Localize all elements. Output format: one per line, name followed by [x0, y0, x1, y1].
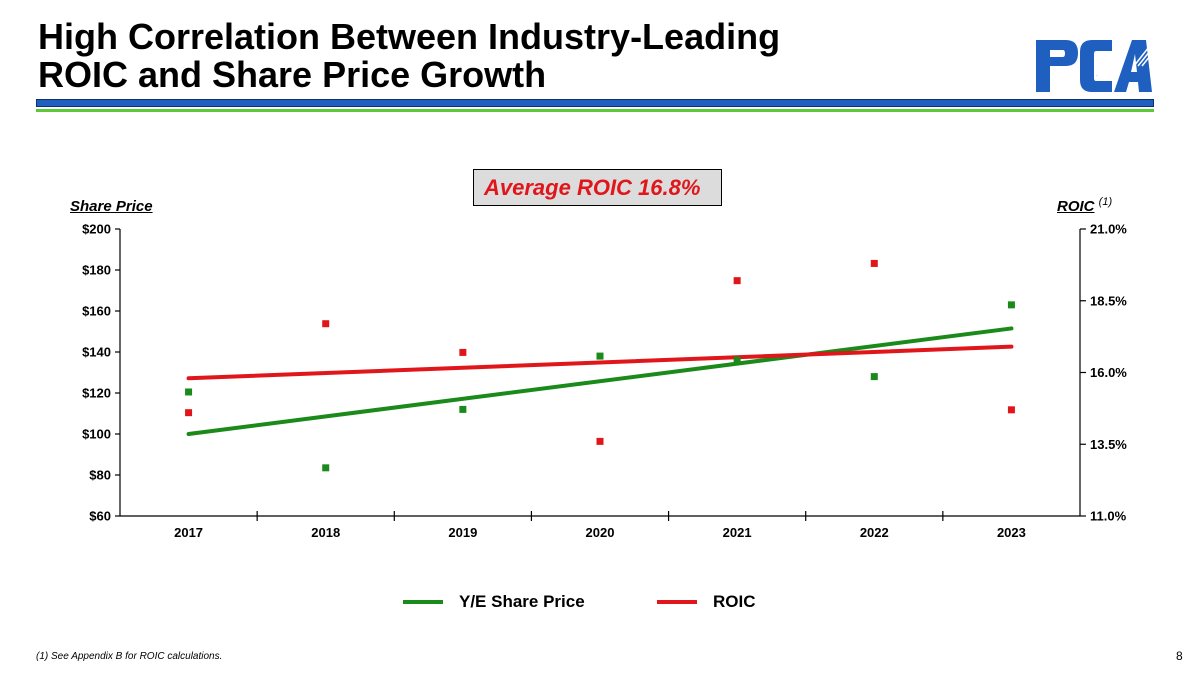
left-axis-tick-label: $200	[82, 222, 111, 237]
right-axis-footnote-marker: (1)	[1098, 196, 1113, 208]
left-axis-tick-label: $180	[82, 263, 111, 278]
data-point-share-price	[185, 388, 193, 396]
data-point-share-price	[459, 405, 467, 413]
x-axis-tick-label: 2018	[311, 525, 340, 540]
x-axis-tick-label: 2019	[448, 525, 477, 540]
right-axis-title-text: ROIC	[1057, 198, 1095, 215]
left-axis-tick-label: $160	[82, 304, 111, 319]
x-axis-tick-label: 2020	[586, 525, 615, 540]
trend-line-share-price	[186, 326, 1014, 436]
slide-title: High Correlation Between Industry-Leadin…	[38, 18, 780, 94]
legend-swatch-share-price	[403, 600, 443, 604]
left-axis-tick-label: $140	[82, 345, 111, 360]
data-point-share-price	[1007, 301, 1015, 309]
legend-label-roic: ROIC	[713, 592, 756, 611]
legend-item-roic: ROIC	[657, 592, 756, 612]
average-roic-callout: Average ROIC 16.8%	[473, 169, 722, 206]
data-point-share-price	[733, 356, 741, 364]
right-axis-tick-label: 11.0%	[1090, 509, 1127, 524]
data-point-roic	[870, 259, 878, 267]
page-number: 8	[1176, 649, 1183, 663]
x-axis-tick-label: 2017	[174, 525, 203, 540]
data-point-share-price	[322, 464, 330, 472]
right-axis-tick-label: 21.0%	[1090, 222, 1127, 237]
left-axis-tick-label: $80	[89, 468, 111, 483]
data-point-roic	[322, 320, 330, 328]
left-axis-tick-label: $120	[82, 386, 111, 401]
header-rule-blue	[36, 99, 1154, 107]
left-axis-tick-label: $60	[89, 509, 111, 524]
data-point-roic	[1007, 406, 1015, 414]
footnote: (1) See Appendix B for ROIC calculations…	[36, 651, 223, 662]
right-axis-title: ROIC (1)	[1057, 196, 1112, 215]
right-axis-tick-label: 16.0%	[1090, 365, 1127, 380]
points-layer	[185, 259, 1015, 472]
slide-title-line-1: High Correlation Between Industry-Leadin…	[38, 16, 781, 57]
pca-logo: PCA	[1034, 37, 1158, 94]
legend-label-share-price: Y/E Share Price	[459, 592, 585, 611]
x-axis-tick-label: 2023	[997, 525, 1026, 540]
data-point-share-price	[596, 352, 604, 360]
data-point-roic	[459, 348, 467, 356]
data-point-roic	[596, 437, 604, 445]
x-axis-tick-label: 2022	[860, 525, 889, 540]
left-axis-title: Share Price	[70, 198, 153, 215]
left-axis-tick-label: $100	[82, 427, 111, 442]
logo-text: PCA	[1096, 74, 1098, 77]
right-axis-tick-label: 18.5%	[1090, 293, 1127, 308]
trend-line-roic	[186, 344, 1014, 381]
legend-swatch-roic	[657, 600, 697, 604]
data-point-roic	[733, 277, 741, 285]
legend-item-share-price: Y/E Share Price	[403, 592, 585, 612]
data-point-roic	[185, 409, 193, 417]
slide-title-line-2: ROIC and Share Price Growth	[38, 54, 547, 95]
data-point-share-price	[870, 373, 878, 381]
header-rule-green	[36, 109, 1154, 112]
axes-layer: $60 $80 $100 $120 $140 $160 $180 $200 11.0% 13.5%…	[82, 222, 1127, 541]
right-axis-tick-label: 13.5%	[1090, 437, 1127, 452]
trend-layer	[186, 326, 1014, 436]
x-axis-tick-label: 2021	[723, 525, 752, 540]
